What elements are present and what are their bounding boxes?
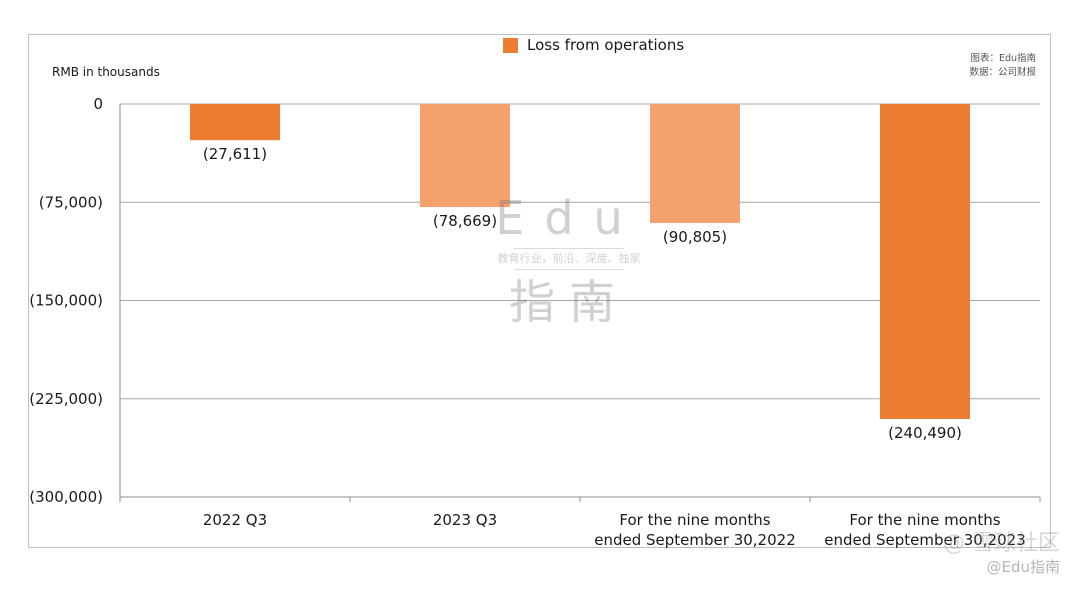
legend-label: Loss from operations [527,36,685,54]
x-tick-label: For the nine months [849,511,1000,529]
x-tick-label: 2022 Q3 [203,511,267,529]
x-tick-label: 2023 Q3 [433,511,497,529]
x-tick-label: ended September 30,2023 [824,531,1025,549]
data-label: (27,611) [203,145,267,163]
y-tick-label: (150,000) [29,292,103,310]
bar [880,104,970,420]
y-tick-label: (225,000) [29,390,103,408]
bar [420,104,510,208]
y-tick-label: 0 [93,95,103,113]
x-tick-label: ended September 30,2022 [594,531,795,549]
chart-frame [28,34,1051,548]
bar [190,104,280,141]
y-tick-label: (75,000) [39,193,103,211]
data-label: (78,669) [433,212,497,230]
y-axis-unit-label: RMB in thousands [52,65,160,79]
data-source: 数据：公司财报 [969,67,1036,78]
legend: Loss from operations [503,36,684,54]
y-tick-label: (300,000) [29,488,103,506]
bar [650,104,740,223]
x-tick-label: For the nine months [619,511,770,529]
data-label: (240,490) [888,424,962,442]
legend-swatch [503,37,518,53]
data-label: (90,805) [663,228,727,246]
chart-credit: 图表：Edu指南 [970,53,1036,64]
